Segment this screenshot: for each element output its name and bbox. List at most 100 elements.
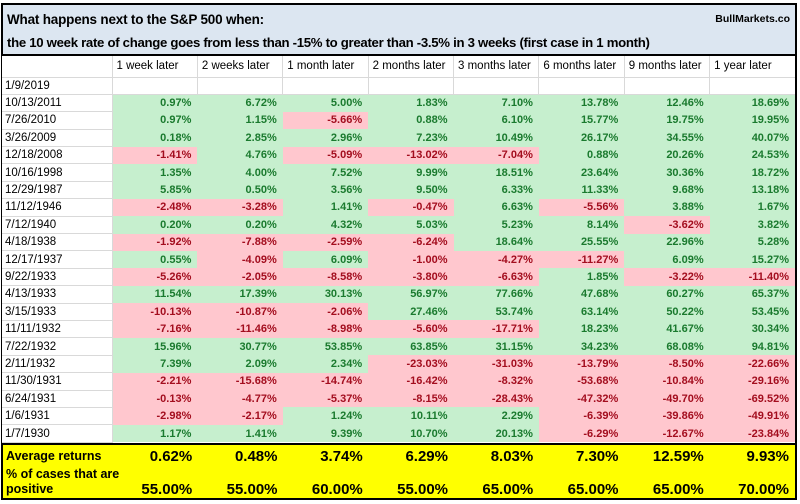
date-cell[interactable]: 11/11/1932	[2, 320, 113, 339]
return-cell[interactable]: 1.15%	[197, 111, 283, 130]
return-cell[interactable]: -17.71%	[453, 320, 539, 338]
return-cell[interactable]: 5.00%	[282, 94, 369, 112]
return-cell[interactable]: 50.22%	[624, 303, 710, 321]
return-cell[interactable]: 30.77%	[197, 337, 283, 356]
return-cell[interactable]: -12.67%	[624, 424, 710, 443]
return-cell[interactable]: 0.50%	[197, 181, 283, 199]
return-cell[interactable]: 11.33%	[538, 181, 625, 199]
return-cell[interactable]: -1.41%	[112, 146, 198, 164]
return-cell[interactable]: -49.91%	[709, 407, 795, 425]
return-cell[interactable]: -10.84%	[624, 372, 710, 391]
date-cell[interactable]: 1/9/2019	[2, 77, 113, 95]
return-cell[interactable]: -22.66%	[709, 355, 795, 373]
return-cell[interactable]: 5.23%	[453, 216, 539, 234]
return-cell[interactable]: -15.68%	[197, 372, 283, 391]
date-column-header[interactable]	[2, 56, 113, 78]
return-cell[interactable]: 2.96%	[282, 129, 369, 147]
return-cell[interactable]: -31.03%	[453, 355, 539, 373]
return-cell[interactable]: 40.07%	[709, 129, 795, 147]
date-cell[interactable]: 7/12/1940	[2, 216, 113, 235]
return-cell[interactable]: 53.45%	[709, 303, 795, 321]
date-cell[interactable]: 12/18/2008	[2, 146, 113, 165]
return-cell[interactable]: -3.80%	[368, 268, 454, 286]
return-cell[interactable]: 30.36%	[624, 163, 710, 182]
return-cell[interactable]: -69.52%	[709, 390, 795, 408]
return-cell[interactable]: 5.85%	[112, 181, 198, 199]
return-cell[interactable]: 12.46%	[624, 94, 710, 112]
return-cell[interactable]: 9.50%	[368, 181, 454, 199]
return-cell[interactable]: 41.67%	[624, 320, 710, 338]
return-cell[interactable]: -2.59%	[282, 233, 369, 251]
return-cell[interactable]: 9.39%	[282, 424, 369, 443]
return-cell[interactable]: -6.39%	[538, 407, 625, 425]
return-cell[interactable]: -7.88%	[197, 233, 283, 251]
return-cell[interactable]: 18.72%	[709, 163, 795, 182]
return-cell[interactable]: -0.13%	[112, 390, 198, 408]
return-cell[interactable]: 9.99%	[368, 163, 454, 182]
return-cell[interactable]: -2.06%	[282, 303, 369, 321]
return-cell[interactable]: 0.97%	[112, 111, 198, 130]
return-cell[interactable]: -5.66%	[282, 111, 369, 130]
date-cell[interactable]: 11/12/1946	[2, 198, 113, 217]
summary-value-cell[interactable]: 8.03%	[490, 447, 534, 465]
return-cell[interactable]: 18.64%	[453, 233, 539, 251]
return-cell[interactable]: -4.77%	[197, 390, 283, 408]
return-cell[interactable]: 34.23%	[538, 337, 625, 356]
date-cell[interactable]: 2/11/1932	[2, 355, 113, 374]
return-cell[interactable]: 13.78%	[538, 94, 625, 112]
column-header[interactable]: 6 months later	[538, 56, 625, 78]
return-cell[interactable]: -10.87%	[197, 303, 283, 321]
return-cell[interactable]: 68.08%	[624, 337, 710, 356]
return-cell[interactable]: 17.39%	[197, 285, 283, 304]
return-cell[interactable]: -6.63%	[453, 268, 539, 286]
return-cell[interactable]: -2.98%	[112, 407, 198, 425]
return-cell[interactable]: -8.98%	[282, 320, 369, 338]
return-cell[interactable]: 1.17%	[112, 424, 198, 443]
date-cell[interactable]: 3/15/1933	[2, 303, 113, 321]
return-cell[interactable]: -8.50%	[624, 355, 710, 373]
return-cell[interactable]: 8.14%	[538, 216, 625, 234]
return-cell[interactable]: 3.56%	[282, 181, 369, 199]
return-cell[interactable]: 20.26%	[624, 146, 710, 164]
return-cell[interactable]: 0.97%	[112, 94, 198, 112]
return-cell[interactable]: 9.68%	[624, 181, 710, 199]
return-cell[interactable]: 30.34%	[709, 320, 795, 338]
return-cell[interactable]: -7.16%	[112, 320, 198, 338]
date-cell[interactable]: 9/22/1933	[2, 268, 113, 287]
return-cell[interactable]: -3.62%	[624, 216, 710, 234]
return-cell[interactable]: -47.32%	[538, 390, 625, 408]
return-cell[interactable]	[709, 77, 795, 95]
return-cell[interactable]: 6.72%	[197, 94, 283, 112]
return-cell[interactable]: 7.10%	[453, 94, 539, 112]
return-cell[interactable]: 5.28%	[709, 233, 795, 251]
summary-value-cell[interactable]: 65.00%	[482, 480, 534, 498]
return-cell[interactable]: 1.67%	[709, 198, 795, 217]
return-cell[interactable]	[282, 77, 369, 95]
return-cell[interactable]: 18.23%	[538, 320, 625, 338]
return-cell[interactable]: 24.53%	[709, 146, 795, 164]
column-header[interactable]: 3 months later	[453, 56, 540, 78]
return-cell[interactable]: 3.88%	[624, 198, 710, 217]
date-cell[interactable]: 4/13/1933	[2, 285, 113, 304]
return-cell[interactable]: 5.03%	[368, 216, 454, 234]
return-cell[interactable]: -7.04%	[453, 146, 539, 164]
return-cell[interactable]: -29.16%	[709, 372, 795, 391]
return-cell[interactable]: 10.49%	[453, 129, 539, 147]
summary-value-cell[interactable]: 55.00%	[397, 480, 448, 498]
date-cell[interactable]: 1/6/1931	[2, 407, 113, 426]
return-cell[interactable]: -4.27%	[453, 250, 539, 269]
return-cell[interactable]: 19.95%	[709, 111, 795, 130]
return-cell[interactable]: -8.15%	[368, 390, 454, 408]
return-cell[interactable]: 19.75%	[624, 111, 710, 130]
date-cell[interactable]: 12/29/1987	[2, 181, 113, 200]
summary-value-cell[interactable]: 65.00%	[652, 480, 704, 498]
return-cell[interactable]: -8.32%	[453, 372, 539, 391]
return-cell[interactable]: -10.13%	[112, 303, 198, 321]
return-cell[interactable]: 6.09%	[282, 250, 369, 269]
return-cell[interactable]: 31.15%	[453, 337, 539, 356]
return-cell[interactable]: -3.22%	[624, 268, 710, 286]
return-cell[interactable]: 23.64%	[538, 163, 625, 182]
return-cell[interactable]: -5.37%	[282, 390, 369, 408]
column-header[interactable]: 9 months later	[624, 56, 711, 78]
return-cell[interactable]: 4.76%	[197, 146, 283, 164]
